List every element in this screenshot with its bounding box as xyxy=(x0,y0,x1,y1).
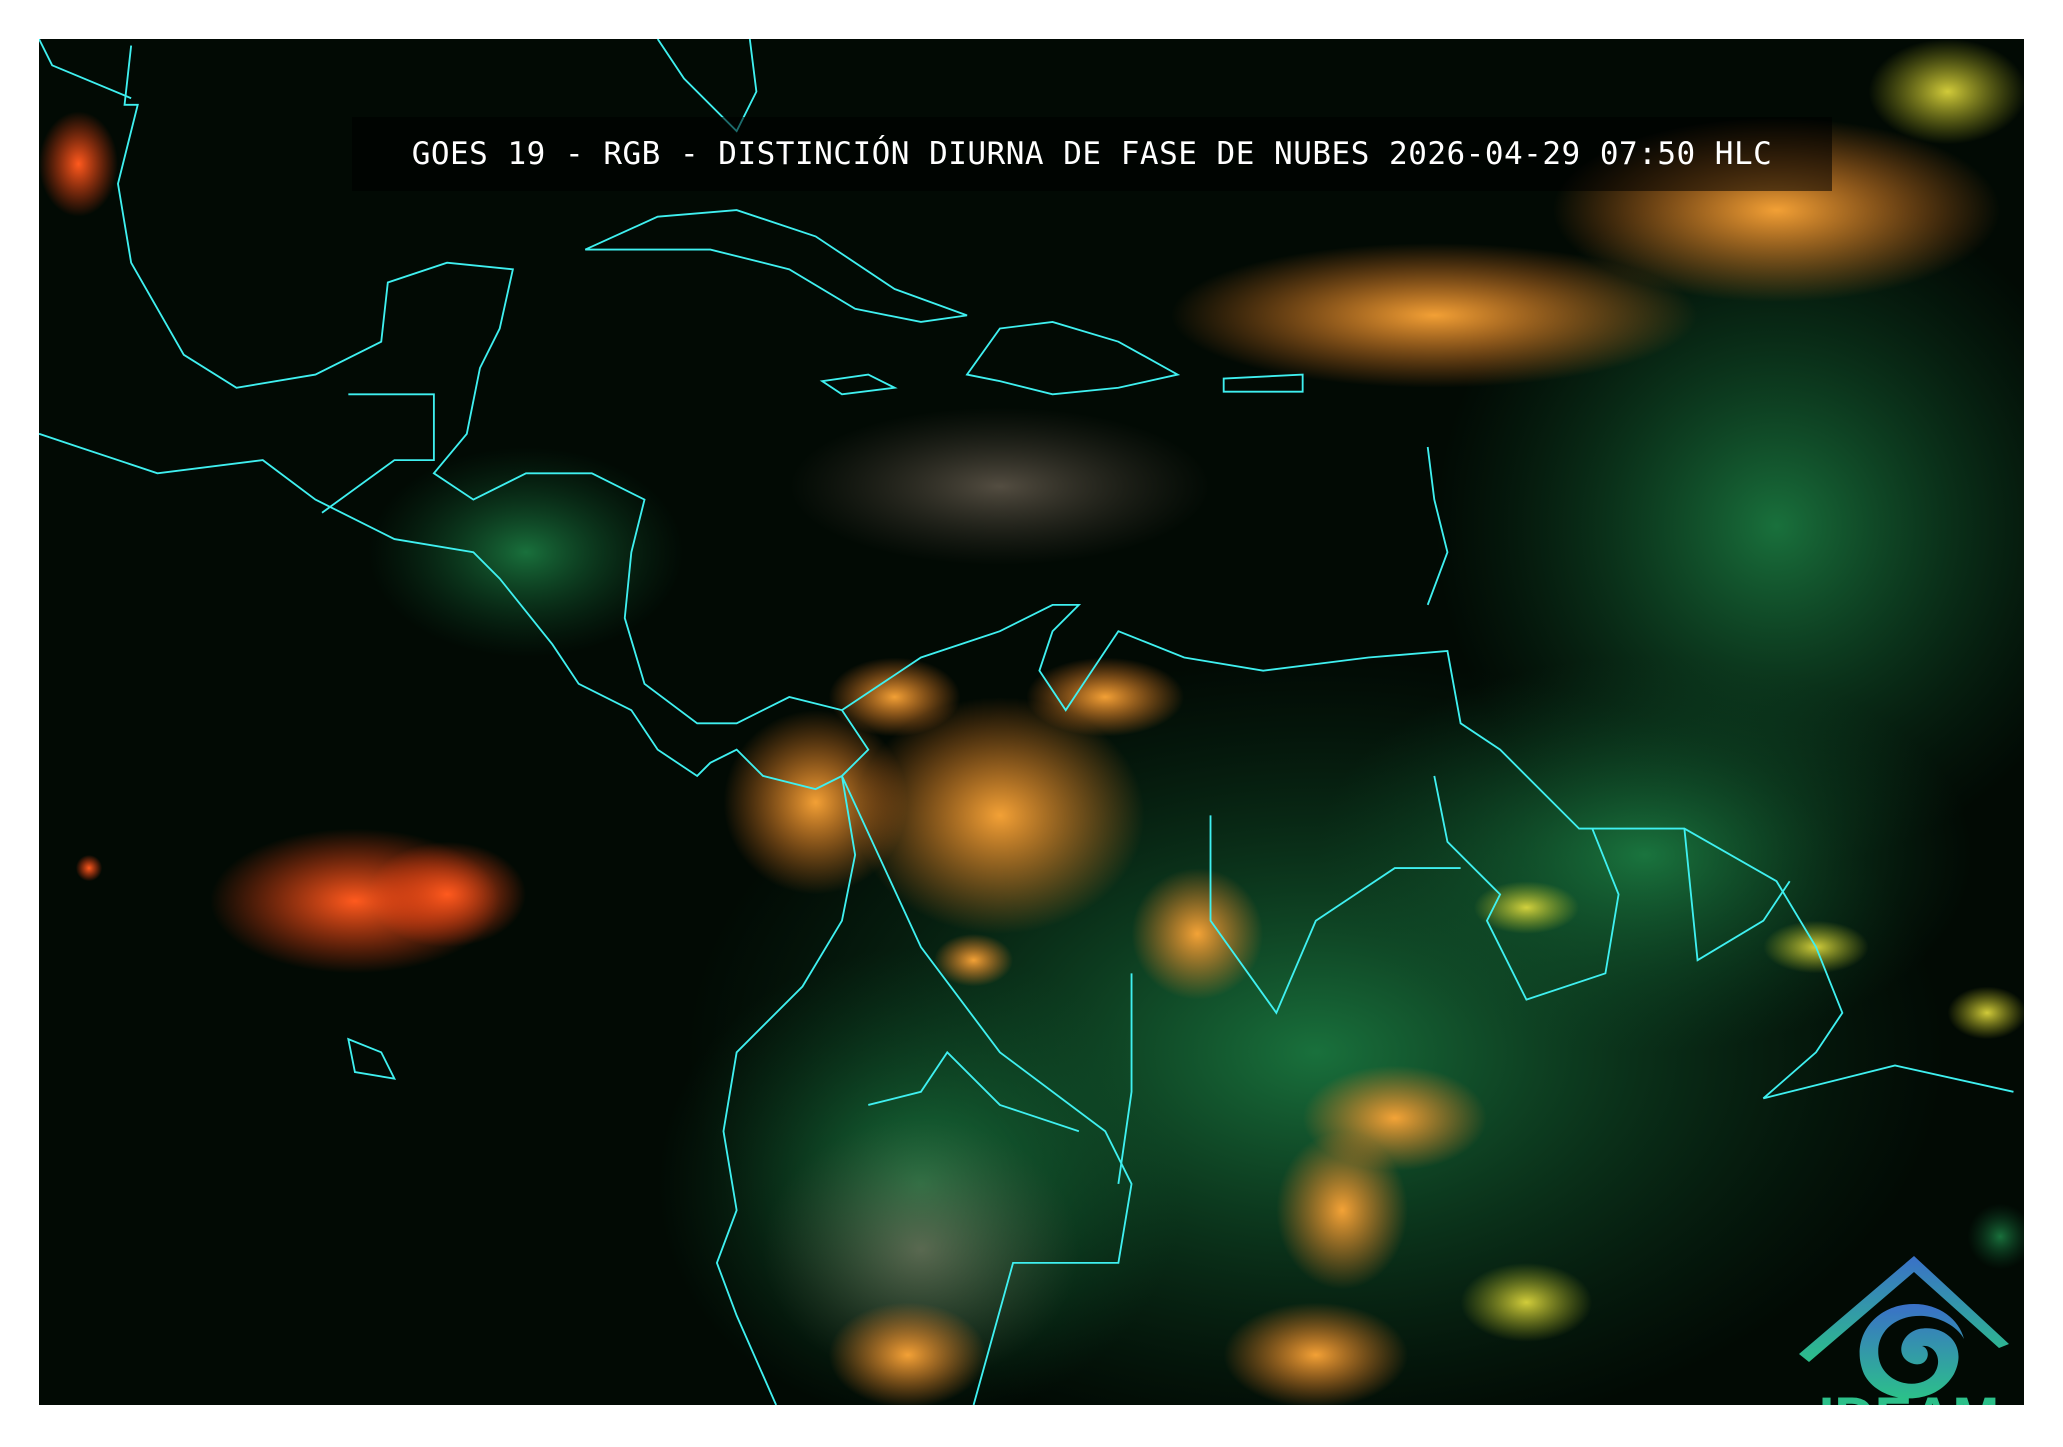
satellite-image: GOES 19 - RGB - DISTINCIÓN DIURNA DE FAS… xyxy=(39,39,2024,1405)
image-title: GOES 19 - RGB - DISTINCIÓN DIURNA DE FAS… xyxy=(411,136,1773,172)
land-vegetation xyxy=(368,183,2024,1405)
clouds xyxy=(39,39,2024,1405)
ideam-logo-icon xyxy=(1799,1256,2009,1399)
logo-text: IDEAM xyxy=(1794,1384,2024,1405)
coastlines xyxy=(39,39,2014,1405)
title-bar: GOES 19 - RGB - DISTINCIÓN DIURNA DE FAS… xyxy=(352,117,1832,191)
satellite-imagery xyxy=(39,39,2024,1405)
ideam-logo: IDEAM xyxy=(1794,1219,2024,1405)
